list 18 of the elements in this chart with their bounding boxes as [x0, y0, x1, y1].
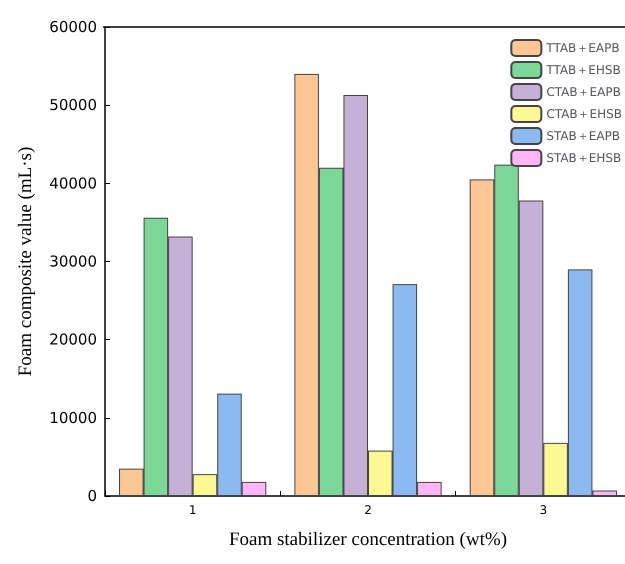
y-tick-label: 50000: [49, 96, 97, 114]
y-axis-title: Foam composite value (mL·s): [15, 146, 36, 376]
legend-label: CTAB＋EAPB: [546, 85, 621, 99]
legend-label: STAB＋EAPB: [546, 129, 620, 143]
y-tick-label: 60000: [49, 18, 97, 36]
x-tick-label: 2: [364, 503, 372, 517]
x-tick-label: 1: [188, 503, 196, 517]
x-tick-label: 3: [540, 503, 548, 517]
y-tick-label: 10000: [49, 408, 97, 427]
y-tick-label: 30000: [49, 252, 97, 270]
legend-label: CTAB＋EHSB: [546, 107, 622, 121]
legend-label: STAB＋EHSB: [546, 151, 622, 165]
x-axis-title: Foam stabilizer concentration (wt%): [228, 529, 508, 550]
y-tick-label: 0: [87, 487, 97, 505]
legend-label: TTAB＋EAPB: [545, 41, 620, 55]
legend-label: TTAB＋EHSB: [545, 63, 621, 77]
y-tick-label: 20000: [49, 330, 97, 349]
y-tick-label: 40000: [49, 174, 97, 192]
